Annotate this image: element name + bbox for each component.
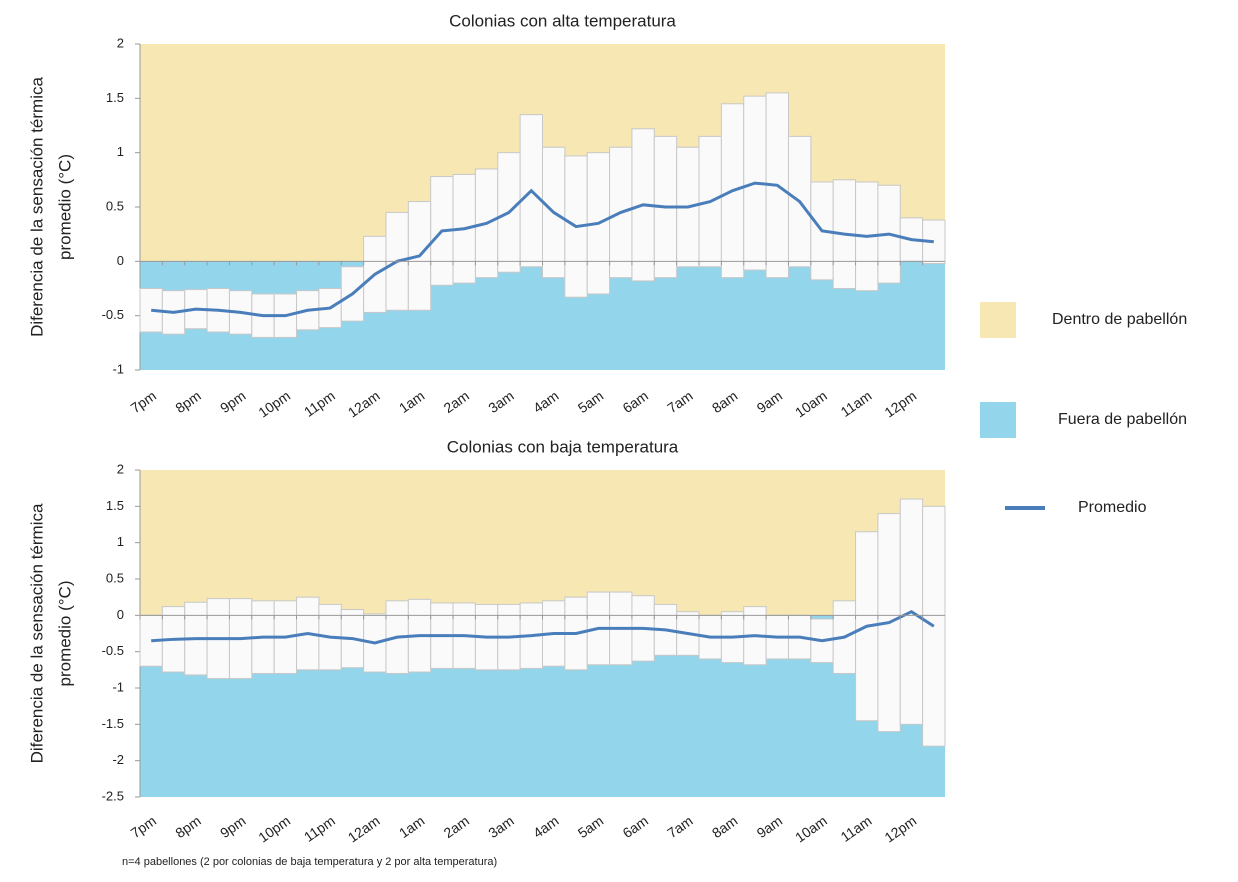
x-tick-label: 3am — [485, 387, 516, 416]
y-tick-label: 1 — [117, 534, 124, 549]
y-tick-label: 0.5 — [106, 198, 124, 213]
x-tick-label: 8am — [709, 812, 740, 841]
x-tick-label: 7pm — [128, 387, 159, 416]
legend-swatch — [980, 402, 1016, 438]
y-tick-label: 2 — [117, 461, 124, 476]
y-axis-label: promedio (°C) — [55, 581, 74, 687]
x-tick-label: 8pm — [172, 812, 203, 841]
y-tick-label: -0.5 — [102, 307, 124, 322]
x-tick-label: 9am — [754, 387, 785, 416]
x-tick-label: 7am — [664, 387, 695, 416]
y-tick-label: 0 — [117, 607, 124, 622]
x-tick-label: 12am — [345, 812, 383, 845]
y-tick-label: -2.5 — [102, 788, 124, 803]
x-tick-label: 7am — [664, 812, 695, 841]
x-tick-label: 11am — [838, 387, 875, 420]
x-tick-label: 11pm — [301, 812, 338, 845]
mean-line — [151, 609, 935, 645]
x-tick-label: 12am — [345, 387, 383, 420]
x-tick-label: 11am — [838, 812, 875, 845]
x-tick-label: 12pm — [881, 812, 919, 845]
y-axis-label: promedio (°C) — [55, 154, 74, 260]
y-tick-label: -1 — [112, 361, 124, 376]
note: n=4 pabellones (2 por colonias de baja t… — [122, 856, 497, 868]
y-tick-label: 1.5 — [106, 90, 124, 105]
x-tick-label: 4am — [530, 812, 561, 841]
y-tick-label: 0 — [117, 253, 124, 268]
legend-label: Promedio — [1078, 499, 1147, 516]
x-tick-label: 2am — [441, 812, 472, 841]
y-tick-label: 0.5 — [106, 570, 124, 585]
y-tick-label: 1 — [117, 144, 124, 159]
y-axis-label: Diferencia de la sensación térmica — [27, 503, 46, 763]
x-tick-label: 1am — [396, 812, 427, 841]
y-axis-label: Diferencia de la sensación térmica — [27, 77, 46, 337]
x-tick-label: 2am — [441, 387, 472, 416]
y-tick-label: 1.5 — [106, 498, 124, 513]
x-tick-label: 9pm — [217, 387, 248, 416]
x-tick-label: 9pm — [217, 812, 248, 841]
x-tick-label: 12pm — [881, 387, 919, 420]
y-tick-label: -2 — [112, 752, 124, 767]
region-inside — [140, 470, 945, 616]
x-tick-label: 11pm — [301, 387, 338, 420]
x-tick-label: 5am — [575, 387, 606, 416]
y-tick-label: -1.5 — [102, 716, 124, 731]
x-tick-label: 10am — [792, 387, 830, 420]
y-tick-label: 2 — [117, 35, 124, 50]
x-tick-label: 3am — [485, 812, 516, 841]
mean-line — [151, 181, 934, 318]
x-tick-label: 10pm — [255, 812, 293, 845]
x-tick-label: 6am — [619, 387, 650, 416]
x-tick-label: 10pm — [255, 387, 293, 420]
x-tick-label: 8am — [709, 387, 740, 416]
chart-title: Colonias con baja temperatura — [447, 437, 679, 456]
x-tick-label: 5am — [575, 812, 606, 841]
x-tick-label: 6am — [619, 812, 650, 841]
legend-label: Dentro de pabellón — [1052, 311, 1187, 328]
y-tick-label: -1 — [112, 679, 124, 694]
legend-swatch — [980, 302, 1016, 338]
x-tick-label: 4am — [530, 387, 561, 416]
x-tick-label: 7pm — [128, 812, 159, 841]
x-tick-label: 8pm — [172, 387, 203, 416]
y-tick-label: -0.5 — [102, 643, 124, 658]
chart-title: Colonias con alta temperatura — [449, 11, 676, 30]
legend-label: Fuera de pabellón — [1058, 411, 1187, 428]
x-tick-label: 9am — [754, 812, 785, 841]
x-tick-label: 1am — [396, 387, 427, 416]
x-tick-label: 10am — [792, 812, 830, 845]
